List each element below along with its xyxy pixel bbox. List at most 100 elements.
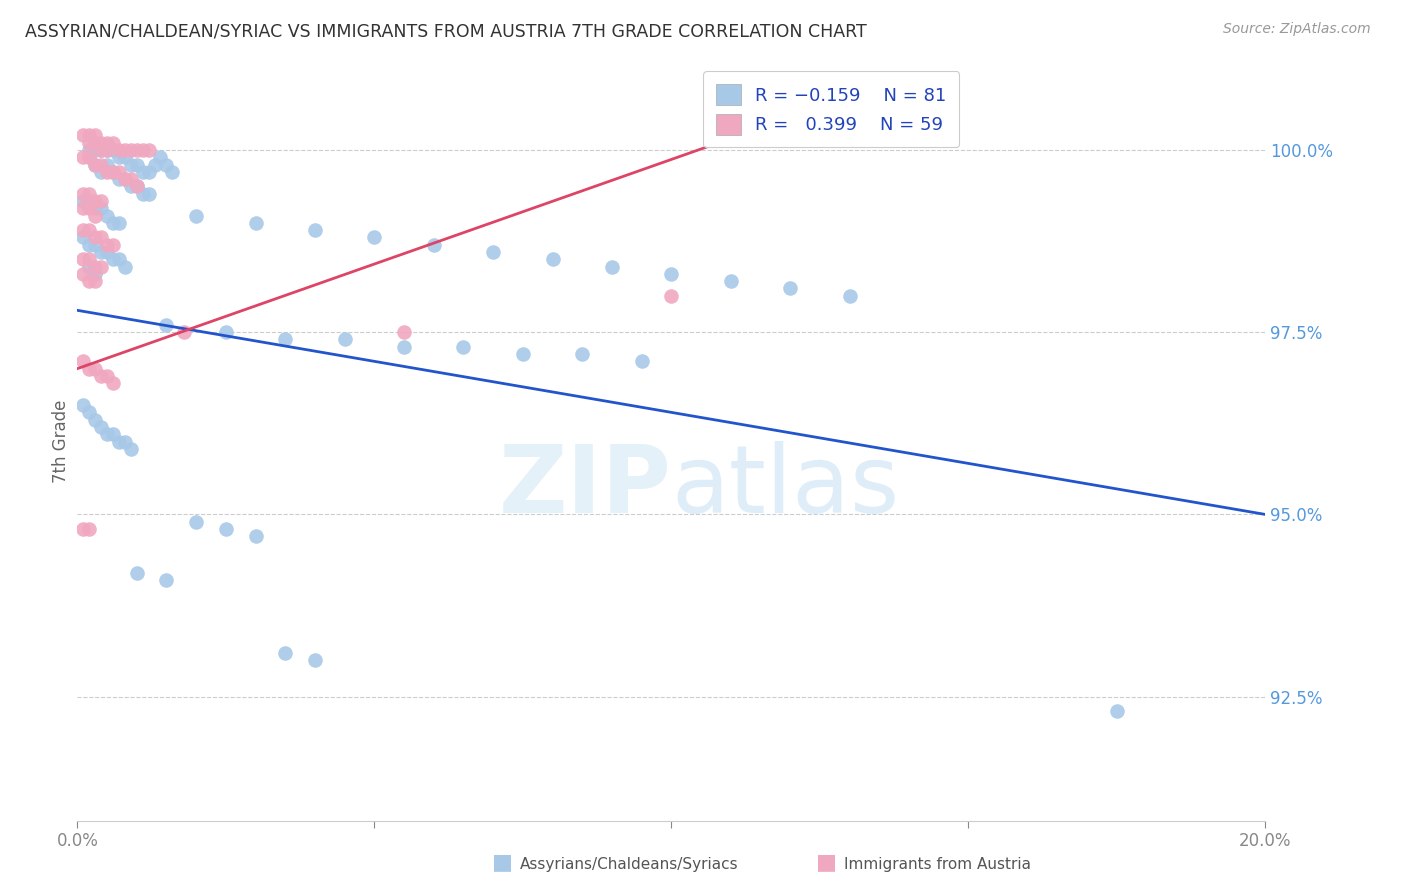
Text: ■: ■ <box>492 853 513 872</box>
Point <box>138 165 160 179</box>
Point <box>131 143 153 157</box>
Point <box>304 223 326 237</box>
Point <box>186 209 208 223</box>
Point <box>84 157 107 171</box>
Point <box>77 201 100 215</box>
Text: ASSYRIAN/CHALDEAN/SYRIAC VS IMMIGRANTS FROM AUSTRIA 7TH GRADE CORRELATION CHART: ASSYRIAN/CHALDEAN/SYRIAC VS IMMIGRANTS F… <box>25 22 868 40</box>
Text: ■: ■ <box>815 853 837 872</box>
Point <box>84 274 107 288</box>
Point <box>392 340 415 354</box>
Point <box>101 216 124 230</box>
Point <box>131 186 153 201</box>
Point <box>90 201 112 215</box>
Point <box>96 143 118 157</box>
Point <box>125 566 148 580</box>
Point <box>84 260 107 274</box>
Point <box>72 354 94 368</box>
Point <box>108 165 131 179</box>
Point <box>101 237 124 252</box>
Point <box>90 230 112 244</box>
Point <box>630 354 652 368</box>
Point <box>77 136 100 150</box>
Point <box>72 194 94 208</box>
Point <box>77 405 100 419</box>
Point <box>108 216 131 230</box>
Point <box>114 172 136 186</box>
Point <box>114 150 136 164</box>
Text: atlas: atlas <box>672 441 900 533</box>
Point <box>512 347 534 361</box>
Point <box>186 515 208 529</box>
Point <box>114 260 136 274</box>
Point <box>96 136 118 150</box>
Legend: R = −0.159    N = 81, R =   0.399    N = 59: R = −0.159 N = 81, R = 0.399 N = 59 <box>703 71 959 147</box>
Point <box>215 522 238 536</box>
Point <box>84 128 107 143</box>
Point <box>453 340 475 354</box>
Text: Source: ZipAtlas.com: Source: ZipAtlas.com <box>1223 22 1371 37</box>
Point <box>77 128 100 143</box>
Point <box>77 522 100 536</box>
Point <box>108 434 131 449</box>
Point <box>72 186 94 201</box>
Point <box>138 186 160 201</box>
Point <box>155 573 177 587</box>
Point <box>84 194 107 208</box>
Point <box>173 325 195 339</box>
Point <box>96 427 118 442</box>
Point <box>101 136 124 150</box>
Point <box>274 333 297 347</box>
Point <box>422 237 444 252</box>
Point <box>149 150 172 164</box>
Point <box>720 274 742 288</box>
Point <box>77 274 100 288</box>
Point <box>90 260 112 274</box>
Point <box>90 194 112 208</box>
Point <box>125 143 148 157</box>
Point <box>779 281 801 295</box>
Point <box>72 398 94 412</box>
Text: ZIP: ZIP <box>499 441 672 533</box>
Point <box>101 143 124 157</box>
Point <box>108 143 131 157</box>
Point <box>245 529 267 543</box>
Point <box>120 179 142 194</box>
Point <box>363 230 385 244</box>
Point <box>541 252 564 267</box>
Point <box>72 267 94 281</box>
Point <box>90 244 112 259</box>
Point <box>661 267 683 281</box>
Point <box>304 653 326 667</box>
Point <box>138 143 160 157</box>
Point <box>77 194 100 208</box>
Point <box>155 157 177 171</box>
Point <box>108 172 131 186</box>
Point <box>72 252 94 267</box>
Point <box>72 201 94 215</box>
Point <box>72 128 94 143</box>
Point <box>84 361 107 376</box>
Point <box>96 143 118 157</box>
Point <box>72 150 94 164</box>
Point <box>131 165 153 179</box>
Point <box>101 427 124 442</box>
Point <box>72 230 94 244</box>
Point <box>661 289 683 303</box>
Point <box>90 136 112 150</box>
Y-axis label: 7th Grade: 7th Grade <box>52 400 70 483</box>
Point <box>114 434 136 449</box>
Point <box>84 201 107 215</box>
Point <box>90 157 112 171</box>
Point <box>245 216 267 230</box>
Point <box>96 157 118 171</box>
Point <box>77 150 100 164</box>
Point <box>96 237 118 252</box>
Point <box>84 230 107 244</box>
Point <box>77 252 100 267</box>
Point <box>77 223 100 237</box>
Point <box>96 244 118 259</box>
Point <box>77 361 100 376</box>
Point <box>84 267 107 281</box>
Point <box>108 150 131 164</box>
Text: Assyrians/Chaldeans/Syriacs: Assyrians/Chaldeans/Syriacs <box>520 857 738 872</box>
